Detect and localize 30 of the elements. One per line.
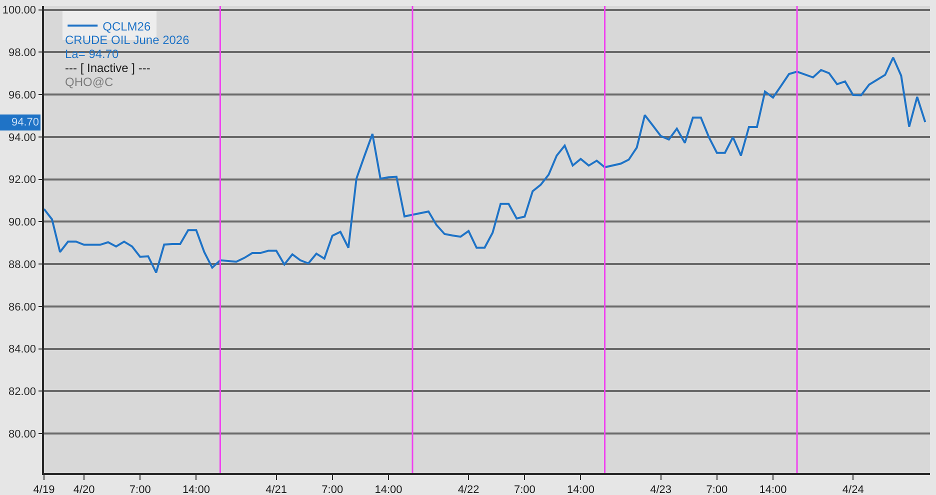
y-tick-label: 98.00 (8, 47, 36, 60)
y-tick-label: 86.00 (8, 301, 36, 314)
x-tick-label: 7:00 (514, 484, 536, 495)
legend-label: QCLM26 (102, 19, 151, 34)
x-tick-label: 4/21 (266, 484, 288, 495)
x-tick-label: 14:00 (566, 484, 594, 495)
annotation: CRUDE OIL June 2026 (65, 33, 190, 47)
x-tick-label: 4/19 (33, 484, 55, 495)
annotation: QHO@C (65, 75, 114, 89)
x-tick-label: 14:00 (374, 484, 402, 495)
x-tick-label: 4/24 (842, 484, 864, 495)
x-tick-label: 4/22 (458, 484, 480, 495)
x-tick-label: 4/20 (73, 484, 95, 495)
text: 94.70 (11, 116, 39, 128)
x-tick-label: 7:00 (129, 484, 151, 495)
y-tick-label: 90.00 (8, 216, 36, 229)
y-tick-label: 94.00 (8, 132, 36, 144)
x-tick-label: 7:00 (322, 484, 344, 495)
x-tick-label: 7:00 (706, 484, 728, 495)
y-tick-label: 80.00 (8, 428, 36, 440)
y-tick-label: 100.00 (2, 4, 36, 17)
x-tick-label: 14:00 (759, 484, 787, 495)
x-tick-label: 14:00 (182, 484, 210, 495)
annotation: --- [ Inactive ] --- (65, 61, 150, 75)
y-tick-label: 92.00 (8, 174, 36, 186)
y-tick-label: 88.00 (8, 258, 36, 271)
x-tick-label: 4/23 (650, 484, 672, 495)
y-tick-label: 96.00 (8, 89, 36, 102)
y-tick-label: 84.00 (8, 344, 36, 356)
y-tick-label: 82.00 (8, 386, 36, 398)
